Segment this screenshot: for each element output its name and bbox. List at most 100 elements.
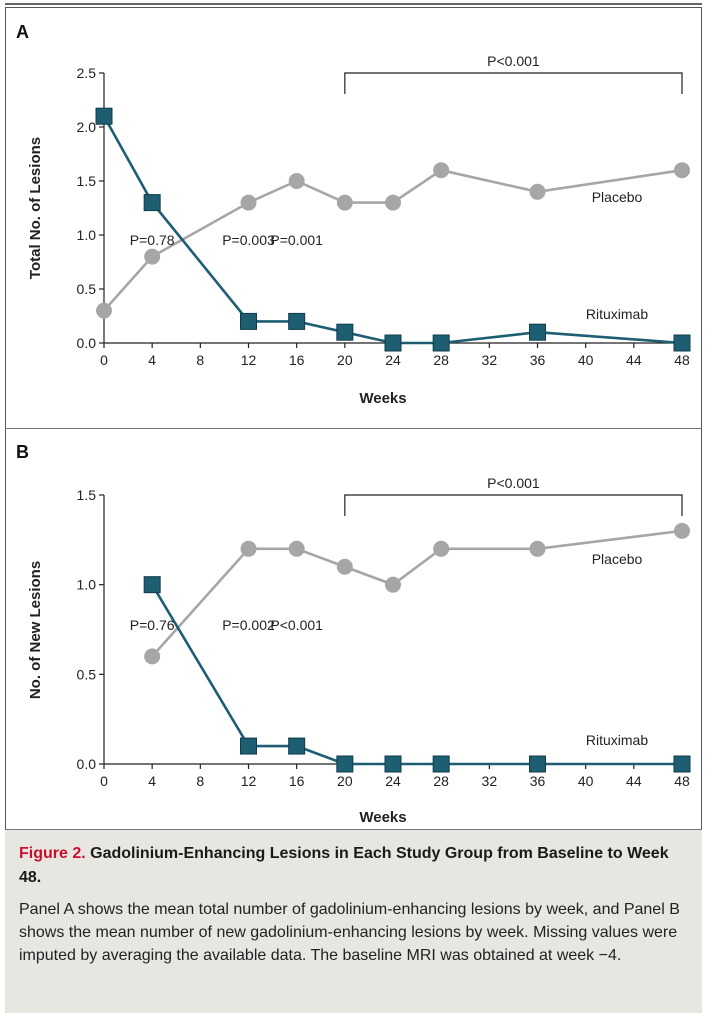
panel-b-x-axis-label: Weeks (359, 809, 406, 826)
panel-a-x-tick-label: 36 (530, 352, 546, 368)
panel-b-x-tick-label: 4 (148, 773, 156, 789)
panel-a-rituximab-point (288, 312, 306, 330)
panel-b-placebo-point (529, 540, 546, 557)
panel-b-x-tick-label: 32 (482, 773, 498, 789)
panel-a-placebo-point (385, 194, 401, 211)
panel-a-rituximab-point (95, 107, 113, 125)
panel-b-placebo-point (433, 540, 450, 557)
panel-b-rituximab-point (336, 755, 354, 773)
panel-b-placebo-point (674, 522, 690, 539)
panel-b-y-tick-label: 1.5 (77, 487, 97, 503)
caption-figure-label: Figure 2. (19, 845, 86, 862)
panel-a-x-tick-label: 16 (289, 352, 305, 368)
panel-a-x-tick-label: 40 (578, 352, 594, 368)
panel-a-y-tick-label: 0.5 (77, 281, 97, 297)
panel-b-y-tick-label: 0.0 (77, 756, 97, 772)
panel-a-rituximab-point (143, 194, 161, 212)
panel-a-rituximab-point (673, 334, 691, 352)
panel-a-placebo-point (144, 248, 161, 265)
panel-a-x-tick-label: 48 (674, 352, 690, 368)
panel-a-x-tick-label: 4 (148, 352, 156, 368)
panel-b-rituximab-point (288, 737, 306, 755)
figure-chart: A0.00.51.01.52.02.50 4 8 12 16 20 24 28 32 36 40 44… (16, 22, 691, 826)
caption-title: Figure 2. Gadolinium-Enhancing Lesions i… (19, 842, 688, 890)
panel-a-rituximab-point (529, 323, 546, 341)
panel-a-placebo-point (240, 194, 257, 211)
panel-a-rituximab-point (240, 312, 257, 330)
caption-title-text: Gadolinium-Enhancing Lesions in Each Stu… (19, 845, 669, 886)
panel-b-placebo-label: Placebo (592, 551, 643, 567)
panel-b-rituximab-point (529, 755, 546, 773)
panel-b-rituximab-label: Rituximab (586, 732, 648, 748)
panel-b-y-tick-label: 1.0 (77, 577, 97, 593)
panel-a-p-value-label: P=0.78 (130, 232, 175, 248)
panel-a-x-tick-label: 28 (433, 352, 449, 368)
panel-b-x-tick-label: 36 (530, 773, 546, 789)
panel-b-rituximab-point (673, 755, 691, 773)
panel-b-rituximab-point (384, 755, 402, 773)
panel-a-rituximab-point (336, 323, 354, 341)
panel-b-x-tick-label: 0 (100, 773, 108, 789)
panel-a-rituximab-label: Rituximab (586, 306, 648, 322)
panel-b-placebo-point (385, 576, 401, 593)
panel-a-x-tick-label: 20 (337, 352, 353, 368)
panel-a-p-value-label: P=0.001 (270, 232, 323, 248)
panel-b-x-tick-label: 28 (433, 773, 449, 789)
panel-a-placebo-label: Placebo (592, 189, 643, 205)
top-rule (5, 3, 702, 5)
panel-b-x-tick-label: 24 (385, 773, 401, 789)
caption-body: Panel A shows the mean total number of g… (19, 901, 680, 964)
panel-b-x-tick-label: 8 (196, 773, 204, 789)
panel-b-rituximab-point (143, 576, 161, 594)
panel-b-rituximab-point (240, 737, 257, 755)
panel-a-x-tick-label: 44 (626, 352, 642, 368)
panel-b-placebo-point (336, 558, 353, 575)
panel-b-significance-bracket (344, 494, 683, 516)
panel-a-label: A (16, 22, 29, 42)
panel-a-placebo-point (674, 162, 690, 179)
panel-b-x-tick-label: 44 (626, 773, 642, 789)
panel-b-placebo-line (151, 529, 683, 658)
panel-a-rituximab-point (384, 334, 402, 352)
panel-a-y-tick-label: 1.0 (77, 227, 97, 243)
panel-b-placebo-point (240, 540, 257, 557)
panel-a-significance-bracket (344, 72, 683, 94)
panel-b-x-tick-label: 48 (674, 773, 690, 789)
panel-a-y-tick-label: 0.0 (77, 335, 97, 351)
panel-b-y-axis-label: No. of New Lesions (27, 561, 44, 699)
panel-b-p-value-label: P<0.001 (270, 617, 323, 633)
panel-b-x-tick-label: 16 (289, 773, 305, 789)
panel-a-bracket-label: P<0.001 (487, 53, 540, 69)
panel-b-placebo-point (144, 648, 161, 665)
panel-a-x-axis-label: Weeks (359, 390, 406, 407)
panel-a-rituximab-point (432, 334, 450, 352)
panel-a-y-tick-label: 2.5 (77, 65, 97, 81)
panel-a-x-tick-label: 24 (385, 352, 401, 368)
panel-b-x-tick-label: 40 (578, 773, 594, 789)
panel-a-x-tick-label: 12 (241, 352, 257, 368)
panel-a-p-value-label: P=0.003 (222, 232, 275, 248)
figure-caption: Figure 2. Gadolinium-Enhancing Lesions i… (5, 830, 702, 1013)
panel-a-x-tick-label: 8 (196, 352, 204, 368)
panel-a-placebo-point (96, 302, 112, 319)
panel-b-y-tick-label: 0.5 (77, 666, 97, 682)
panel-a-placebo-point (336, 194, 353, 211)
panel-b-x-tick-label: 20 (337, 773, 353, 789)
panel-a-x-tick-label: 0 (100, 352, 108, 368)
panel-b-p-value-label: P=0.002 (222, 617, 275, 633)
panel-a-y-tick-label: 1.5 (77, 173, 97, 189)
caption-separator (5, 829, 702, 830)
panel-b-rituximab-point (432, 755, 450, 773)
panel-a-placebo-point (433, 162, 450, 179)
panel-b-x-tick-label: 12 (241, 773, 257, 789)
panel-b-placebo-point (288, 540, 305, 557)
panel-separator (5, 428, 702, 429)
panel-a-x-tick-label: 32 (482, 352, 498, 368)
panel-a-y-tick-label: 2.0 (77, 119, 97, 135)
panel-a-placebo-point (288, 173, 305, 189)
panel-a-placebo-point (529, 183, 546, 200)
panel-b-bracket-label: P<0.001 (487, 475, 540, 491)
panel-a-y-axis-label: Total No. of Lesions (27, 137, 44, 279)
panel-b-p-value-label: P=0.76 (130, 617, 175, 633)
panel-b-label: B (16, 442, 29, 462)
